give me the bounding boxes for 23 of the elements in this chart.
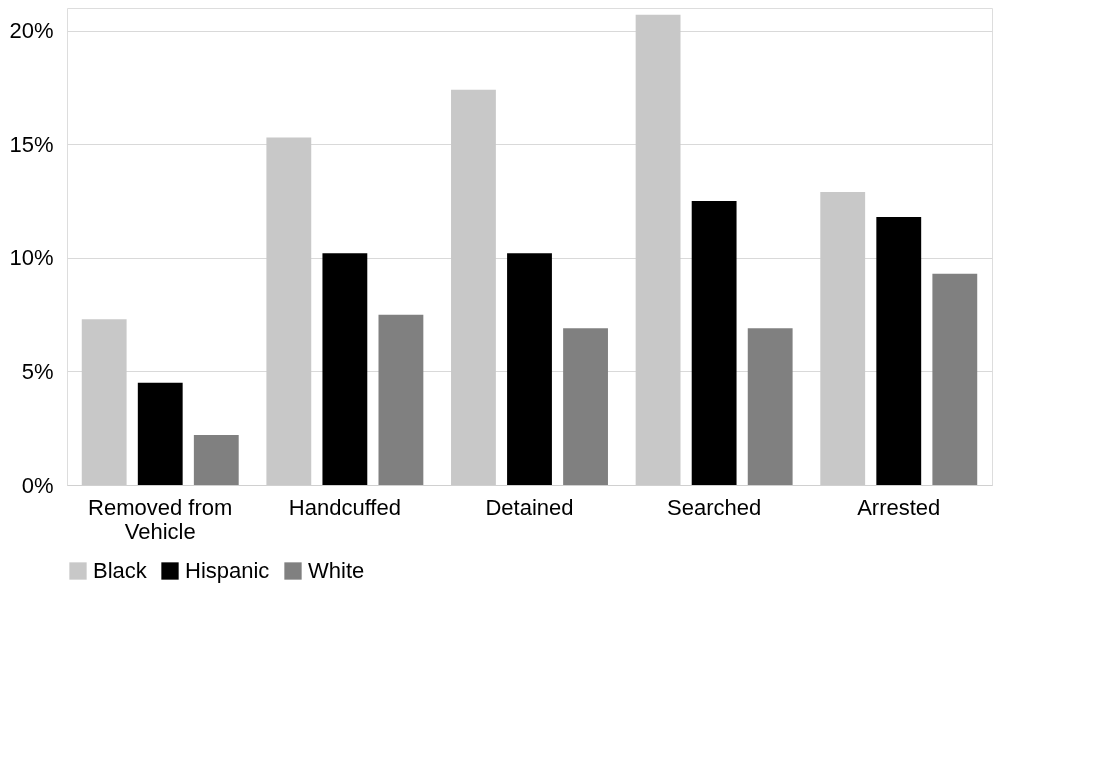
bar xyxy=(378,314,424,485)
bar xyxy=(932,273,978,485)
y-tick-label: 10% xyxy=(9,245,54,271)
bar xyxy=(193,435,239,485)
bar xyxy=(563,328,608,485)
x-tick-label: Removed from Vehicle xyxy=(88,494,233,544)
x-tick-label: Arrested xyxy=(857,494,941,520)
legend-label: Black xyxy=(93,558,148,583)
bar xyxy=(747,328,793,485)
bar xyxy=(507,253,552,485)
y-tick-label: 0% xyxy=(21,472,54,498)
y-tick-label: 15% xyxy=(9,131,54,157)
x-tick-label: Searched xyxy=(667,494,762,520)
x-tick-label: Detained xyxy=(485,494,574,520)
bar xyxy=(322,253,368,485)
bar xyxy=(876,216,922,485)
y-tick-label: 5% xyxy=(21,358,54,384)
bar xyxy=(137,382,183,485)
bar xyxy=(691,201,737,485)
legend-label: Hispanic xyxy=(185,558,270,583)
legend-label: White xyxy=(308,558,365,583)
x-tick-label: Handcuffed xyxy=(288,494,401,520)
y-tick-label: 20% xyxy=(9,18,54,44)
